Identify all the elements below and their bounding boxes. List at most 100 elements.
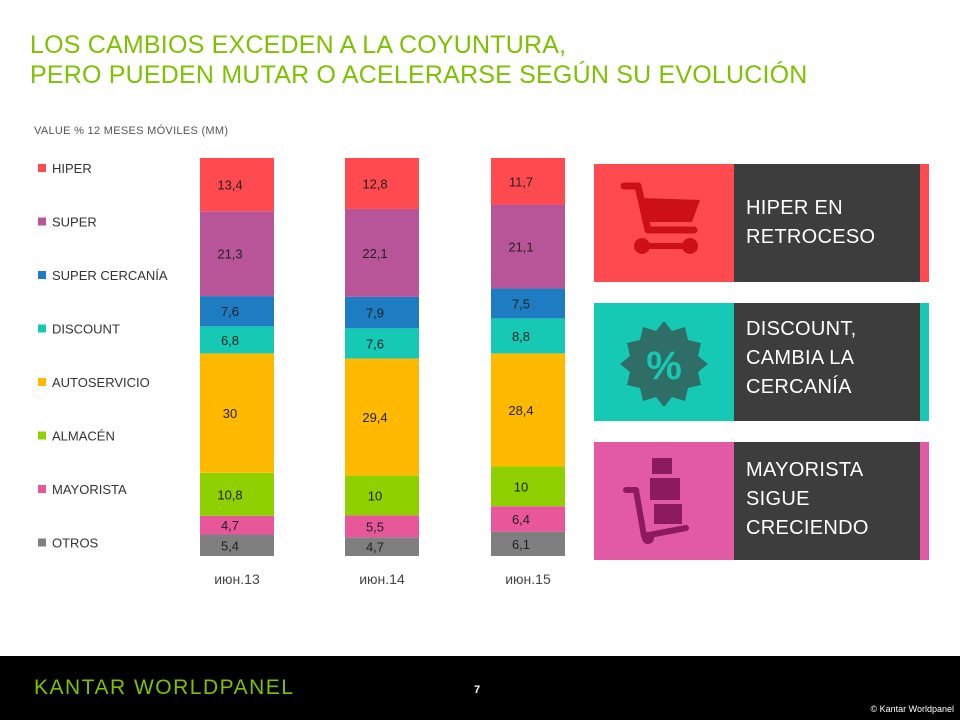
x-tick-label: июн.15 — [505, 571, 551, 587]
panel-discount: % DISCOUNT, CAMBIA LA CERCANÍA — [594, 303, 936, 421]
legend-label: AUTOSERVICIO — [52, 375, 150, 390]
page-title: LOS CAMBIOS EXCEDEN A LA COYUNTURA, PERO … — [30, 30, 808, 90]
kantar-logo: KANTAR WORLDPANEL — [34, 676, 295, 699]
data-label: 7,9 — [366, 306, 384, 321]
data-label: 10 — [514, 479, 528, 494]
copyright-notice: © Kantar Worldpanel — [870, 704, 954, 714]
data-label: 6,4 — [512, 512, 530, 527]
legend-label: SUPER — [52, 215, 97, 230]
legend-swatch — [38, 271, 46, 279]
panel-hiper-line-1: HIPER EN — [746, 197, 843, 219]
legend-swatch — [38, 485, 46, 493]
footer-bar: KANTAR WORLDPANEL 7 © Kantar Worldpanel — [0, 656, 960, 720]
data-label: 6,1 — [512, 537, 530, 552]
data-label: 7,5 — [512, 296, 530, 311]
bar-segment — [345, 358, 419, 476]
data-label: 21,3 — [217, 247, 242, 262]
page-number: 7 — [474, 684, 481, 696]
panel-mayorista-line-3: CRECIENDO — [746, 517, 869, 539]
data-label: 10 — [368, 489, 382, 504]
legend-swatch — [38, 538, 46, 547]
bar-segment — [200, 353, 274, 473]
legend-label: ALMACÉN — [52, 429, 115, 444]
bar-segment — [345, 475, 419, 516]
data-label: 5,5 — [366, 519, 384, 534]
data-label: 4,7 — [366, 540, 384, 555]
shopping-cart-icon — [620, 182, 700, 254]
bar-segment — [345, 515, 419, 538]
bar-segment — [200, 158, 274, 212]
data-label: 21,1 — [508, 240, 533, 255]
legend-swatch — [38, 217, 46, 226]
panel-discount-line-3: CERCANÍA — [746, 376, 852, 398]
bar-segment — [491, 506, 565, 532]
data-label: 4,7 — [221, 518, 239, 533]
panel-hiper-icon-area — [594, 164, 734, 282]
bar-segment — [491, 318, 565, 354]
bar-segment — [491, 288, 565, 319]
panel-mayorista-accent-strip — [920, 442, 929, 560]
panel-hiper-background — [734, 164, 920, 282]
data-label: 7,6 — [221, 304, 239, 319]
bar-segment — [200, 472, 274, 516]
panel-mayorista-text: MAYORISTA SIGUE CRECIENDO — [746, 456, 916, 543]
bar-segment — [345, 328, 419, 359]
data-label: 29,4 — [362, 410, 387, 425]
panel-hiper-accent-strip — [920, 164, 929, 282]
legend-label: DISCOUNT — [52, 322, 120, 337]
data-label: 8,8 — [512, 329, 530, 344]
x-tick-label: июн.14 — [359, 571, 405, 587]
panel-mayorista-background — [734, 442, 920, 560]
data-label: 10,8 — [217, 487, 242, 502]
bar-segment — [200, 211, 274, 297]
bar-segment — [491, 466, 565, 507]
panel-mayorista: MAYORISTA SIGUE CRECIENDO — [594, 442, 936, 560]
data-label: 5,4 — [221, 538, 239, 553]
bar-segment — [200, 515, 274, 535]
hand-truck-icon — [623, 458, 689, 544]
stacked-bar-chart: 5,4 4,7 10,8 30 6,8 7,6 21,3 13,4 июн.13 4,7 5,5 10… — [38, 158, 565, 587]
legend-label: OTROS — [52, 536, 99, 551]
data-label: 12,8 — [362, 176, 387, 191]
bar-segment — [491, 353, 565, 467]
panel-discount-background — [734, 303, 920, 421]
bar-segment — [345, 158, 419, 209]
panel-hiper-line-2: RETROCESO — [746, 226, 876, 248]
legend-swatch — [38, 378, 46, 386]
chart-subtitle: VALUE % 12 MESES MÓVILES (MM) — [34, 125, 229, 137]
legend-swatch — [38, 164, 46, 172]
title-line-2: PERO PUEDEN MUTAR O ACELERARSE SEGÚN SU … — [30, 61, 808, 89]
bar-segment — [200, 534, 274, 556]
bar-segment — [345, 296, 419, 329]
panel-discount-accent-strip — [920, 303, 929, 421]
bar-segment — [200, 326, 274, 354]
x-tick-label: июн.13 — [214, 571, 260, 587]
svg-text:%: % — [646, 344, 682, 388]
data-label: 11,7 — [509, 174, 533, 189]
data-label: 30 — [223, 406, 237, 421]
legend-label: SUPER CERCANÍA — [52, 268, 168, 283]
bar-segment — [345, 208, 419, 297]
percent-badge-icon: % — [620, 321, 708, 407]
panel-discount-text: DISCOUNT, CAMBIA LA CERCANÍA — [746, 315, 916, 402]
data-label: 13,4 — [217, 178, 242, 193]
panel-discount-line-1: DISCOUNT, — [746, 318, 857, 340]
data-label: 6,8 — [221, 333, 239, 348]
legend-swatch — [38, 431, 46, 440]
bar-segment — [491, 158, 565, 205]
legend-swatch — [38, 324, 46, 333]
legend-label: HIPER — [52, 161, 92, 176]
panel-mayorista-line-2: SIGUE — [746, 488, 810, 510]
title-line-1: LOS CAMBIOS EXCEDEN A LA COYUNTURA, — [30, 31, 567, 59]
panel-hiper-text: HIPER EN RETROCESO — [746, 194, 916, 252]
panel-mayorista-line-1: MAYORISTA — [746, 459, 864, 481]
bar-segment — [200, 296, 274, 327]
legend-label: MAYORISTA — [52, 482, 127, 497]
bar-segment — [491, 531, 565, 556]
bar-segment — [345, 537, 419, 556]
panel-hiper: HIPER EN RETROCESO — [594, 164, 936, 282]
panel-discount-line-2: CAMBIA LA — [746, 347, 855, 369]
data-label: 7,6 — [366, 336, 384, 351]
data-label: 28,4 — [508, 403, 533, 418]
bar-segment — [491, 204, 565, 289]
